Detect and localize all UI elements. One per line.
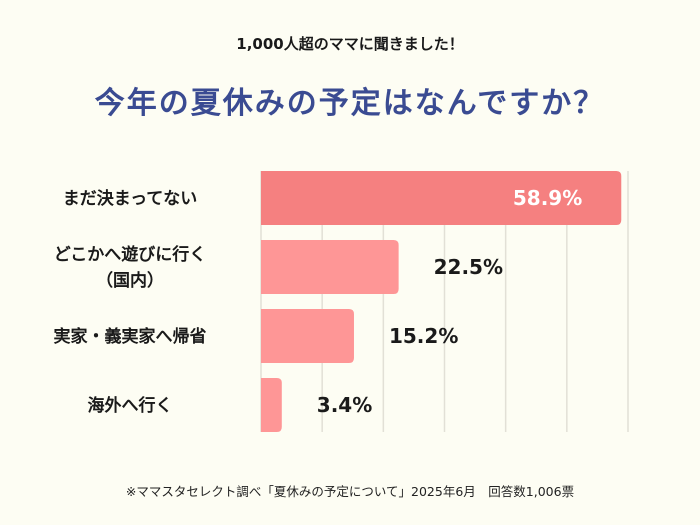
source-footnote: ※ママスタセレクト調べ「夏休みの予定について」2025年6月 回答数1,006票 — [125, 484, 575, 499]
category-label: 実家・義実家へ帰省 — [54, 326, 207, 347]
bar — [261, 240, 399, 294]
bar — [261, 171, 622, 225]
category-label: どこかへ遊びに行く（国内） — [54, 244, 207, 291]
chart-title: 今年の夏休みの予定はなんですか？ — [94, 86, 606, 121]
category-label: まだ決まってない — [63, 188, 197, 209]
bar — [261, 378, 282, 432]
data-label: 3.4% — [317, 393, 372, 417]
survey-subtitle: 1,000人超のママに聞きました！ — [236, 35, 464, 53]
data-label: 22.5% — [434, 255, 503, 279]
data-label: 58.9% — [513, 186, 582, 210]
bar — [261, 309, 354, 363]
data-label: 15.2% — [389, 324, 458, 348]
category-label: 海外へ行く — [88, 395, 173, 416]
